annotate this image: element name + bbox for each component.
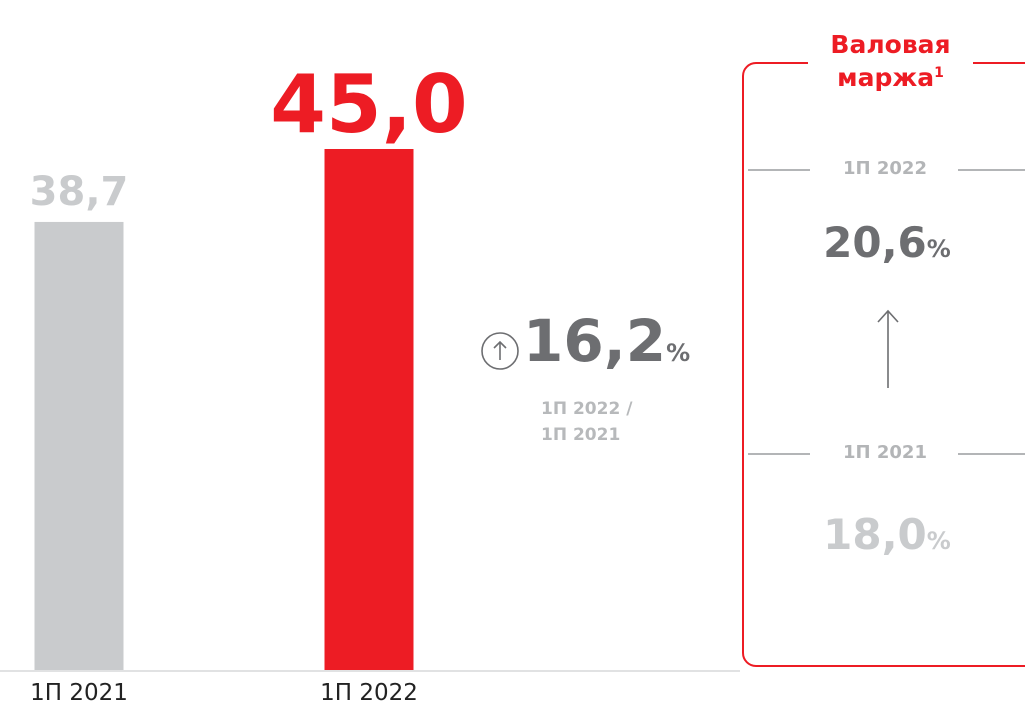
- growth-unit: %: [666, 339, 691, 367]
- period-divider-bottom-left: [748, 453, 810, 455]
- margin-value-top-number: 20,6: [823, 218, 927, 267]
- bar-value-label-1: 45,0: [270, 58, 468, 151]
- gross-margin-footnote-mark: 1: [934, 65, 944, 81]
- margin-value-bottom-number: 18,0: [823, 510, 927, 559]
- period-label-bottom: 1П 2021: [843, 442, 927, 463]
- period-divider-top-left: [748, 169, 810, 171]
- x-tick-label-0: 1П 2021: [30, 680, 128, 706]
- growth-value: 16,2%: [523, 312, 690, 370]
- margin-value-bottom: 18,0%: [767, 514, 1007, 556]
- growth-number: 16,2: [523, 307, 667, 375]
- growth-note-line-1: 1П 2022 /: [541, 399, 633, 419]
- margin-value-top-unit: %: [926, 235, 951, 263]
- growth-comparison-note: 1П 2022 / 1П 2021: [541, 396, 632, 448]
- period-divider-top-right: [958, 169, 1025, 171]
- growth-note-line-2: 1П 2021: [541, 425, 621, 445]
- bar-1: [324, 149, 414, 670]
- x-tick-label-1: 1П 2022: [320, 680, 418, 706]
- period-label-top: 1П 2022: [843, 158, 927, 179]
- gross-margin-title: Валовая маржа1: [808, 28, 973, 94]
- margin-value-bottom-unit: %: [926, 527, 951, 555]
- arrow-up-icon: [877, 309, 899, 388]
- gross-margin-title-text: Валовая маржа: [830, 30, 951, 92]
- bar-0: [34, 221, 124, 670]
- margin-value-top: 20,6%: [767, 222, 1007, 264]
- bar-value-label-0: 38,7: [29, 168, 129, 215]
- period-divider-bottom-right: [958, 453, 1025, 455]
- arrow-up-circle-icon: [481, 332, 519, 370]
